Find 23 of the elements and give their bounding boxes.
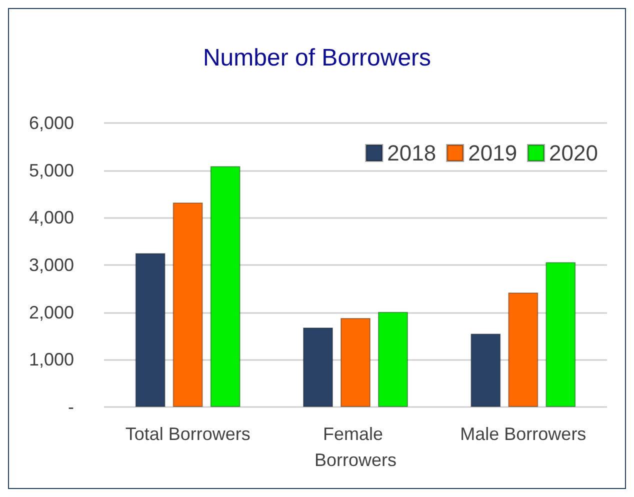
y-tick-label: 2,000	[28, 302, 74, 322]
bar	[470, 334, 501, 407]
bar	[508, 292, 538, 407]
y-tick-label: 3,000	[28, 255, 74, 275]
bar	[172, 202, 203, 407]
x-tick-label: Male Borrowers	[460, 424, 586, 444]
y-tick-label: 1,000	[28, 350, 74, 370]
bar	[210, 166, 240, 407]
chart-title: Number of Borrowers	[202, 44, 432, 72]
bar	[546, 262, 576, 407]
y-tick-label: 6,000	[28, 113, 74, 133]
y-tick-label: 5,000	[28, 160, 74, 180]
bar	[378, 312, 408, 407]
legend-label: 2019	[468, 140, 518, 166]
x-tick-label: Female Borrowers	[314, 424, 397, 470]
bar	[135, 253, 166, 407]
x-tick-label: Total Borrowers	[125, 424, 250, 444]
legend-label: 2018	[387, 140, 436, 166]
y-tick-label: 4,000	[28, 208, 74, 228]
legend-label: 2020	[549, 140, 598, 166]
bar	[340, 318, 370, 407]
y-tick-label: -	[68, 397, 74, 417]
bar	[303, 327, 333, 407]
